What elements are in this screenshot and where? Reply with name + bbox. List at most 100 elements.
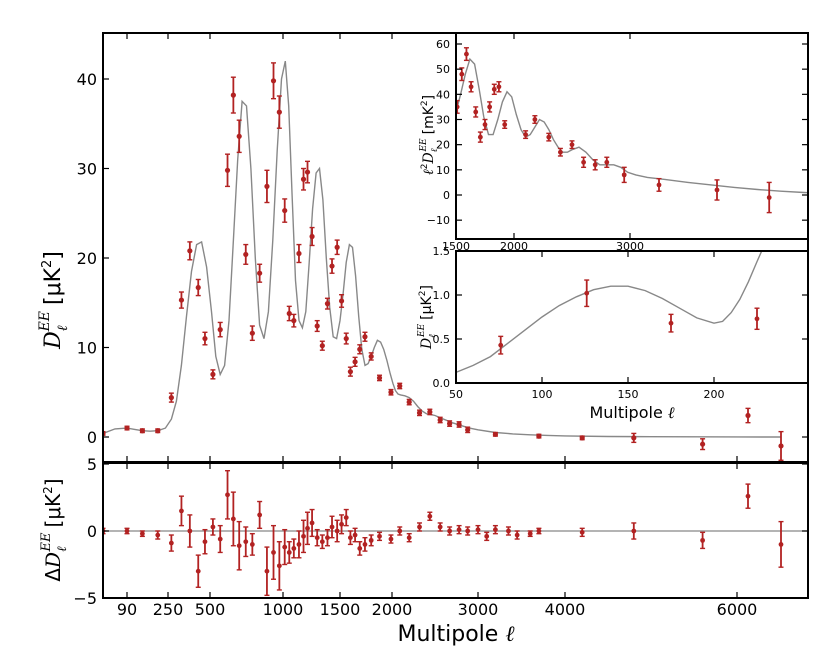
main-point (347, 366, 353, 377)
inset-low-x-tick-label: 150 (618, 388, 639, 401)
inset-high-marker (532, 117, 538, 122)
residual-point (309, 508, 315, 538)
residual-point (339, 514, 345, 535)
inset-high-point (487, 101, 493, 113)
residual-marker (155, 532, 161, 538)
inset-high-point (463, 47, 469, 62)
inset-high-marker (459, 71, 465, 77)
inset-low-marker (498, 342, 504, 348)
residual-marker (139, 531, 145, 537)
residual-point (427, 511, 433, 521)
main-point (168, 392, 174, 403)
inset-high-y-tick-label: 30 (436, 113, 450, 126)
inset-high-panel: −10 0 10 20 30 40 50 60 1500 2000 3000 ℓ2DℓEE[mK2] (419, 32, 809, 253)
main-point (352, 356, 358, 367)
main-marker (249, 330, 255, 336)
residual-marker (179, 508, 184, 514)
main-point (300, 167, 307, 191)
main-marker (139, 428, 145, 434)
residual-marker (362, 542, 368, 547)
main-marker (447, 420, 453, 427)
residual-point (475, 524, 481, 535)
inset-low-point (584, 279, 590, 308)
main-marker (230, 92, 236, 98)
residual-point (155, 530, 161, 540)
main-marker (357, 346, 363, 352)
main-point (210, 369, 216, 380)
inset-high-y-tick-label: 0 (443, 189, 450, 202)
inset-low-marker (584, 290, 590, 296)
residual-marker (334, 528, 340, 534)
inset-high-marker (502, 122, 508, 127)
inset-low-background (456, 251, 808, 383)
main-point (236, 119, 242, 154)
inset-high-marker (656, 182, 662, 188)
residual-point (249, 532, 255, 556)
residual-point (230, 491, 236, 547)
residual-point (388, 534, 394, 544)
main-marker (343, 335, 349, 342)
main-point (124, 425, 130, 431)
inset-high-point (569, 140, 575, 150)
inset-low-axes-frame (455, 250, 809, 384)
inset-high-point (459, 67, 465, 82)
main-marker (236, 133, 242, 139)
inset-high-y-tick-label: 50 (436, 63, 450, 76)
residual-panel: −5 0 5 90 250 500 1000 1500 2000 3000 4000 6000 ΔD… (39, 455, 809, 647)
main-point (343, 332, 349, 345)
main-point (357, 344, 363, 355)
inset-high-point (473, 106, 479, 118)
main-marker (700, 441, 706, 447)
main-marker (324, 301, 331, 307)
main-point (314, 319, 320, 333)
residual-marker (301, 533, 306, 539)
residual-marker (296, 542, 302, 547)
residual-marker (286, 550, 292, 555)
main-marker (329, 263, 335, 269)
main-y-axis-label: DℓEE[μK2] (37, 251, 71, 350)
residual-marker (475, 527, 481, 533)
inset-high-marker (569, 142, 575, 148)
inset-high-axes-frame (455, 32, 809, 240)
main-marker (155, 428, 161, 434)
main-point (437, 416, 443, 424)
residual-marker (264, 568, 270, 574)
residual-x-tick-label: 250 (153, 600, 184, 619)
inset-high-point (621, 166, 627, 184)
inset-high-marker (482, 122, 488, 127)
main-marker (187, 248, 193, 254)
residual-y-tick-label: 5 (87, 455, 97, 474)
inset-high-marker (496, 84, 502, 90)
inset-high-point (546, 132, 552, 142)
inset-low-y-tick-label: 0.5 (433, 333, 451, 346)
inset-high-point (766, 181, 772, 214)
residual-y-tick-label: 0 (87, 522, 97, 541)
main-marker (579, 435, 585, 441)
residual-point (276, 541, 282, 591)
inset-high-y-tick-label: 40 (436, 88, 450, 101)
main-point (282, 198, 288, 223)
main-marker (264, 183, 270, 189)
main-marker (124, 425, 130, 431)
main-marker (492, 431, 498, 437)
main-point (319, 340, 325, 351)
inset-high-marker (766, 195, 772, 200)
main-marker (309, 233, 315, 240)
residual-marker (493, 527, 498, 533)
residual-point (456, 524, 462, 535)
residual-point (168, 534, 174, 552)
main-point (492, 431, 498, 437)
residual-x-tick-label: 6000 (717, 600, 758, 619)
residual-marker (230, 516, 236, 522)
main-point (309, 226, 315, 247)
main-point (362, 331, 368, 342)
residual-point (225, 470, 231, 520)
residual-point (417, 522, 423, 532)
inset-high-marker (477, 134, 483, 140)
inset-high-point (714, 179, 720, 201)
inset-high-y-tick-label: 10 (436, 164, 450, 177)
residual-marker (437, 524, 443, 530)
main-point (217, 321, 223, 338)
main-point (139, 428, 145, 434)
residual-marker (319, 539, 325, 545)
